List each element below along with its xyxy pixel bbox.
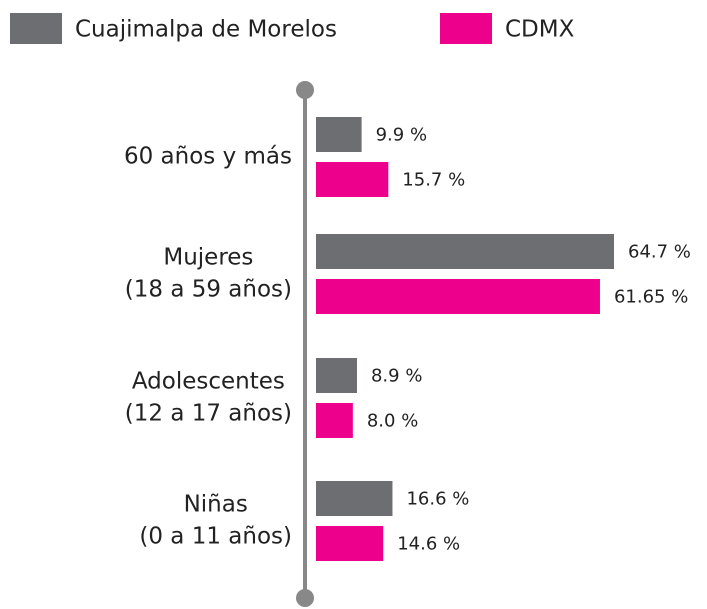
- value-label: 8.9 %: [371, 366, 422, 387]
- legend-swatch: [10, 13, 62, 44]
- value-label: 14.6 %: [397, 534, 460, 555]
- category-label: (0 a 11 años): [139, 524, 292, 550]
- value-label: 16.6 %: [406, 489, 469, 510]
- bar: [316, 117, 362, 152]
- category-label: (18 a 59 años): [125, 277, 292, 303]
- bar: [316, 162, 389, 197]
- bar: [316, 279, 600, 314]
- legend-label: CDMX: [505, 17, 575, 43]
- bar: [316, 481, 393, 516]
- bar: [316, 358, 357, 393]
- category-label: Niñas: [184, 492, 248, 518]
- bar: [316, 234, 614, 269]
- axis-cap: [296, 81, 314, 99]
- axis-cap: [296, 589, 314, 607]
- category-label: (12 a 17 años): [125, 401, 292, 427]
- category-label: Mujeres: [163, 245, 253, 271]
- value-label: 64.7 %: [628, 242, 691, 263]
- legend-swatch: [440, 13, 492, 44]
- bar: [316, 526, 384, 561]
- bar: [316, 403, 353, 438]
- category-label: Adolescentes: [132, 369, 285, 395]
- value-label: 8.0 %: [367, 411, 418, 432]
- value-label: 61.65 %: [614, 287, 688, 308]
- category-label: 60 años y más: [124, 144, 292, 170]
- legend-label: Cuajimalpa de Morelos: [75, 17, 337, 43]
- value-label: 15.7 %: [402, 170, 465, 191]
- value-label: 9.9 %: [376, 125, 427, 146]
